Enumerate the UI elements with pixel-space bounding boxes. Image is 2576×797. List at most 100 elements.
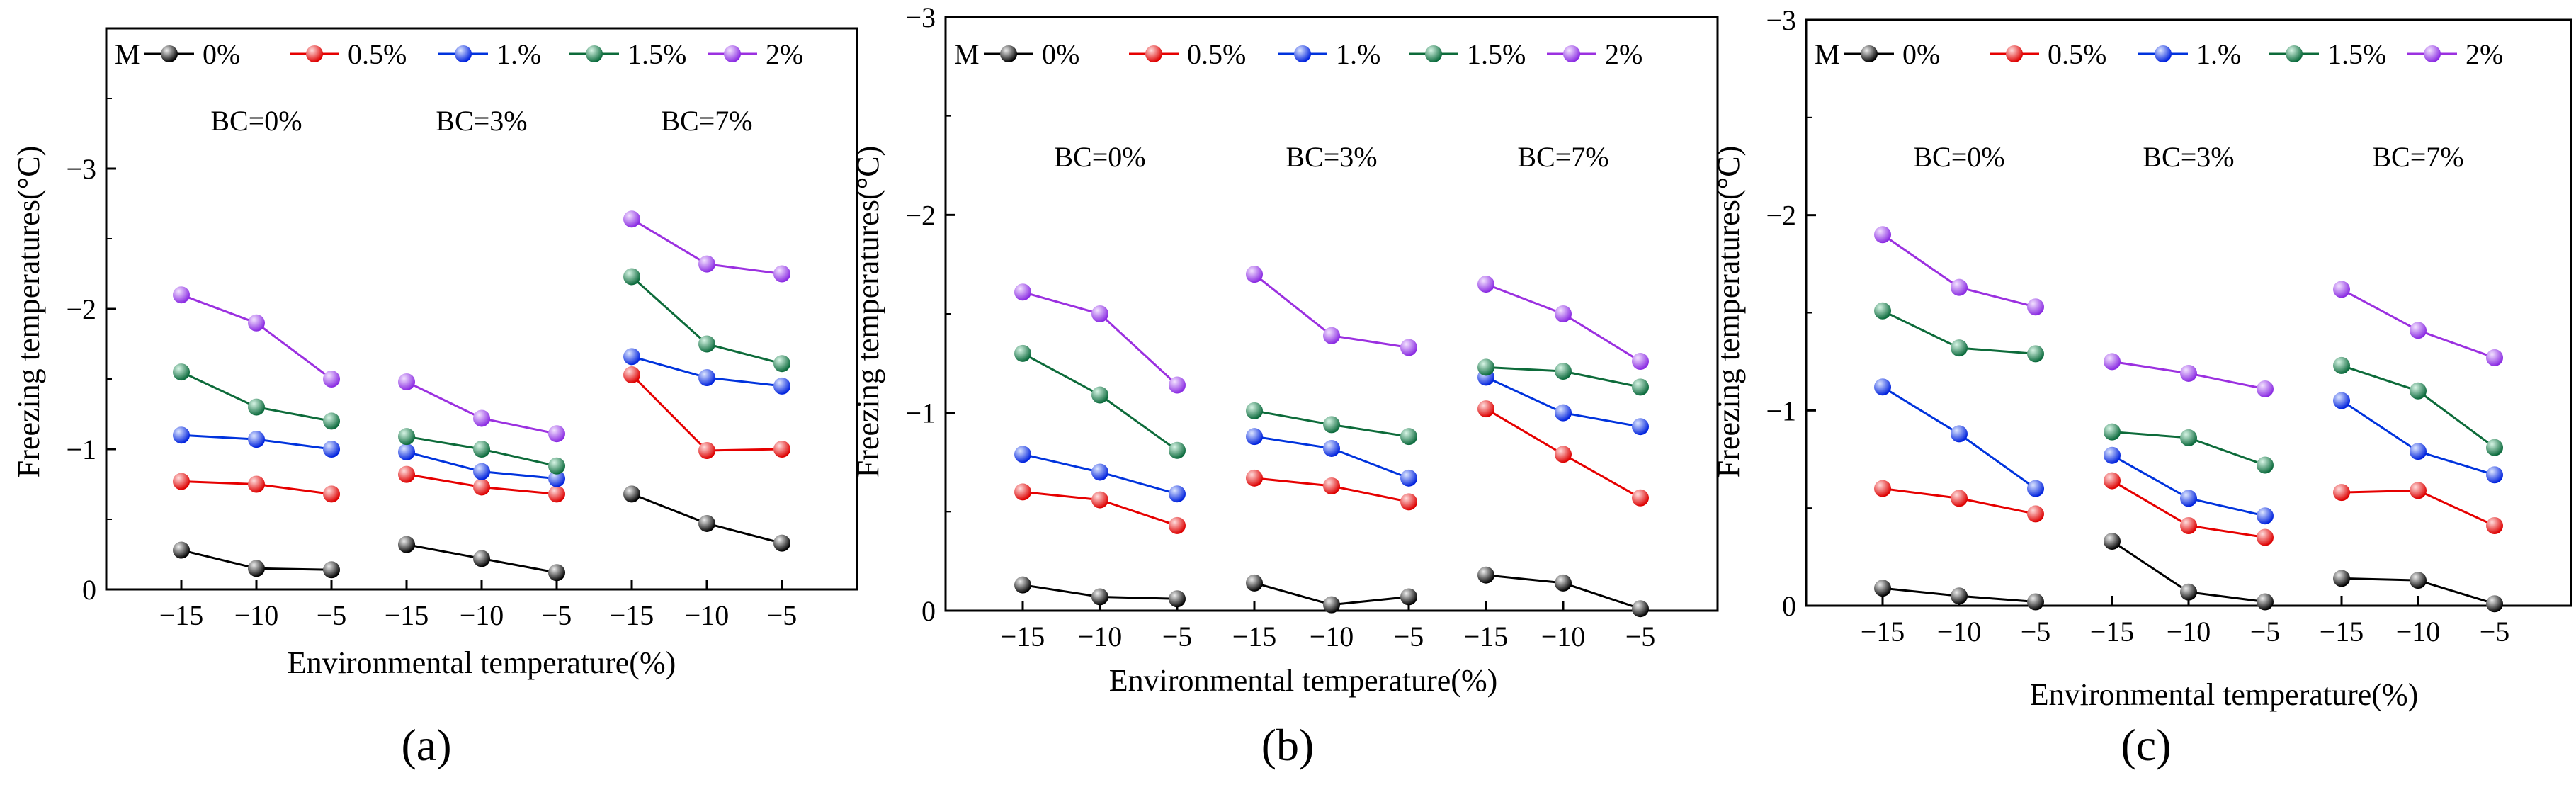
legend-label: 2%	[766, 38, 803, 70]
data-point	[1400, 493, 1417, 511]
data-point	[2410, 382, 2427, 400]
group-label: BC=7%	[2372, 141, 2463, 173]
data-point	[623, 268, 640, 286]
data-point	[473, 478, 490, 496]
x-tick-label: −5	[1162, 621, 1193, 652]
data-point	[1246, 402, 1263, 419]
data-point	[1014, 576, 1031, 594]
data-point	[1477, 566, 1494, 584]
data-point	[548, 425, 565, 443]
data-point	[2410, 572, 2427, 589]
data-point	[2257, 593, 2274, 611]
legend-label: 1.%	[2196, 38, 2241, 70]
x-tick-label: −15	[2090, 616, 2135, 648]
data-point	[2486, 349, 2503, 366]
y-axis-label: Freezing temperatures(°C)	[1711, 146, 1746, 477]
x-tick-label: −10	[1541, 621, 1586, 652]
group-label: BC=3%	[2143, 141, 2234, 173]
data-point	[698, 335, 715, 353]
data-point	[2333, 356, 2350, 374]
legend-title: M	[1815, 38, 1840, 70]
data-point	[1874, 580, 1891, 597]
y-tick-label: 0	[1782, 590, 1796, 622]
data-point	[1951, 490, 1968, 507]
data-point	[698, 514, 715, 532]
data-point	[2027, 505, 2044, 523]
data-point	[1400, 588, 1417, 606]
data-point	[1477, 358, 1494, 376]
x-tick-label: −10	[2167, 616, 2211, 648]
legend-label: 0%	[1042, 38, 1079, 70]
data-point	[1632, 600, 1649, 618]
legend-label: 0.5%	[2048, 38, 2106, 70]
data-point	[1555, 574, 1572, 592]
data-point	[1169, 441, 1186, 459]
series-line	[2341, 364, 2495, 448]
data-point	[548, 470, 565, 487]
data-point	[323, 485, 340, 503]
data-point	[2104, 353, 2121, 371]
series-line	[181, 293, 332, 380]
data-point	[2027, 593, 2044, 611]
x-axis-label: Environmental temperature(%)	[288, 645, 676, 680]
data-point	[248, 314, 265, 332]
data-point	[1951, 587, 1968, 605]
data-point	[1091, 463, 1108, 481]
legend-label: 0.5%	[1187, 38, 1246, 70]
data-point	[2257, 456, 2274, 474]
x-tick-label: −5	[2250, 616, 2281, 648]
data-point	[1246, 574, 1263, 592]
group-label: BC=7%	[661, 105, 752, 137]
data-point	[398, 465, 415, 483]
legend-label: 1.%	[1336, 38, 1380, 70]
legend-marker	[2006, 45, 2023, 62]
x-tick-label: −5	[767, 599, 798, 631]
data-point	[2410, 322, 2427, 339]
series-line	[1882, 233, 2036, 308]
data-point	[248, 475, 265, 493]
data-point	[1951, 278, 1968, 296]
y-tick-label: −3	[905, 1, 936, 33]
x-tick-label: −5	[317, 599, 347, 631]
data-point	[698, 255, 715, 273]
data-point	[1951, 339, 1968, 357]
data-point	[323, 561, 340, 579]
data-point	[1555, 305, 1572, 322]
y-tick-label: −2	[66, 293, 96, 325]
data-point	[1246, 469, 1263, 487]
data-point	[2104, 472, 2121, 490]
data-point	[1014, 446, 1031, 463]
data-point	[473, 409, 490, 427]
series-line	[630, 374, 783, 452]
data-point	[1014, 483, 1031, 501]
data-point	[1169, 516, 1186, 534]
legend-title: M	[115, 38, 140, 70]
data-point	[2180, 516, 2197, 534]
y-tick-label: −1	[1766, 395, 1796, 426]
legend-marker	[1294, 45, 1311, 62]
data-point	[323, 441, 340, 458]
data-point	[2180, 583, 2197, 601]
legend-label: 0.5%	[348, 38, 407, 70]
data-point	[473, 463, 490, 480]
legend-marker	[1425, 45, 1442, 62]
data-point	[323, 371, 340, 388]
data-point	[473, 550, 490, 567]
data-point	[1555, 446, 1572, 463]
data-point	[2180, 364, 2197, 382]
group-label: BC=0%	[1913, 141, 2004, 173]
data-point	[2180, 429, 2197, 446]
data-point	[1246, 266, 1263, 283]
data-point	[1632, 418, 1649, 436]
data-point	[173, 541, 190, 559]
data-point	[1091, 386, 1108, 404]
data-point	[2180, 490, 2197, 507]
panel-label: (a)	[401, 720, 451, 770]
data-point	[1091, 491, 1108, 509]
data-point	[2027, 345, 2044, 363]
data-point	[1014, 344, 1031, 362]
data-point	[398, 373, 415, 390]
data-point	[1014, 283, 1031, 301]
data-point	[1169, 590, 1186, 608]
